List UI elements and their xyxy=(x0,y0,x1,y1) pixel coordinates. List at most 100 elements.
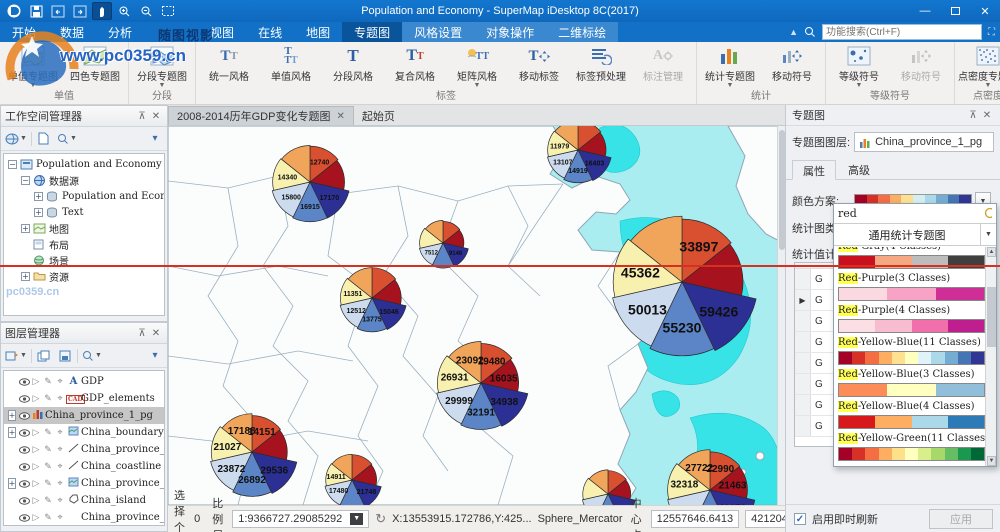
tree-expander-icon[interactable]: + xyxy=(7,477,17,489)
layer-snapable-icon[interactable]: ⌖ xyxy=(57,444,63,455)
scroll-down-icon[interactable]: ▼ xyxy=(987,456,996,466)
scroll-up-icon[interactable]: ▲ xyxy=(987,247,996,257)
layer-tree[interactable]: ▷ ✎ ⌖ A GDP ▷ ✎ ⌖ CAD GDP_elements + Chi… xyxy=(3,370,165,526)
instant-refresh-checkbox[interactable]: ✓ xyxy=(794,512,806,525)
scheme-item[interactable]: Red-Gray(4 Classes) xyxy=(838,247,985,269)
layer-snapable-icon[interactable]: ⌖ xyxy=(57,512,63,523)
layer-visible-icon[interactable] xyxy=(18,377,30,386)
tab-thematic-map[interactable]: 专题图 xyxy=(342,22,403,42)
ribbon-button-四色专题图[interactable]: 四色专题图 xyxy=(64,43,126,90)
ribbon-button-移动符号[interactable]: 移动符号 xyxy=(761,43,823,90)
layer-row[interactable]: ▷ ✎ ⌖ CAD GDP_elements xyxy=(4,390,164,407)
close-tab-icon[interactable]: ✕ xyxy=(336,110,345,122)
layer-row[interactable]: ▷ ✎ ⌖ A GDP xyxy=(4,373,164,390)
context-tab-二维标绘[interactable]: 二维标绘 xyxy=(546,22,619,42)
tree-expander-icon[interactable]: + xyxy=(21,271,30,281)
row-selector[interactable] xyxy=(795,416,811,436)
map-vertical-scrollbar[interactable] xyxy=(777,126,785,505)
add-layer-icon[interactable]: ▼ xyxy=(4,347,28,365)
ribbon-button-分段风格[interactable]: T 分段风格 xyxy=(333,46,373,83)
workspace-tree-item[interactable]: + Population and Economy xyxy=(4,188,164,204)
ribbon-button-等级符号[interactable]: 等级符号 ▼ xyxy=(828,43,890,90)
panel-options-icon[interactable]: ▾ xyxy=(152,350,158,361)
workspace-tree-item[interactable]: 场景 xyxy=(4,252,164,268)
layer-selectable-icon[interactable]: ▷ xyxy=(32,512,40,523)
layer-editable-icon[interactable]: ✎ xyxy=(44,444,52,455)
layer-row[interactable]: ▷ ✎ ⌖ China_province_ln xyxy=(4,441,164,458)
pin-icon[interactable]: ⊼ xyxy=(138,110,146,122)
workspace-tree-item[interactable]: − 数据源 xyxy=(4,172,164,188)
ribbon-button-移动标签[interactable]: T 移动标签 xyxy=(508,43,570,90)
map-tab-2008-2014历年GDP变化专题图[interactable]: 2008-2014历年GDP变化专题图 ✕ xyxy=(168,106,354,125)
minimize-button[interactable]: — xyxy=(919,5,931,17)
scheme-category-select[interactable]: 通用统计专题图 xyxy=(834,224,981,245)
ribbon-button-标签预处理[interactable]: 标签预处理 xyxy=(570,43,632,90)
layer-visible-icon[interactable] xyxy=(18,479,30,488)
search-icon[interactable]: ▼ xyxy=(56,130,78,148)
layer-editable-icon[interactable]: ✎ xyxy=(44,427,52,438)
workspace-tree[interactable]: − Population and Economy − 数据源 + Populat… xyxy=(3,153,165,316)
scheme-list[interactable]: Red-Gray(4 Classes) Red-Purple(3 Classes… xyxy=(834,247,985,466)
dropdown-scrollbar[interactable]: ▲ ▼ xyxy=(985,247,996,466)
workspace-icon[interactable]: ▼ xyxy=(4,130,28,148)
layer-row[interactable]: + ▷ ✎ ⌖ China_province_1_pg xyxy=(4,475,164,492)
scheme-item[interactable]: Red-Purple(3 Classes) xyxy=(838,273,985,301)
layer-visible-icon[interactable] xyxy=(18,462,30,471)
layer-row[interactable]: ▷ ✎ ⌖ China_province_1_pg xyxy=(4,509,164,525)
layer-visible-icon[interactable] xyxy=(18,411,30,420)
row-selector[interactable] xyxy=(795,311,811,331)
pin-icon[interactable]: ⊼ xyxy=(138,327,146,339)
zoom-rect-icon[interactable] xyxy=(158,2,178,20)
tab-分析[interactable]: 分析 xyxy=(108,25,133,40)
scheme-search-input[interactable] xyxy=(838,207,984,220)
layer-visible-icon[interactable] xyxy=(18,445,30,454)
layer-selectable-icon[interactable]: ▷ xyxy=(32,393,40,404)
theme-layer-value-box[interactable]: China_province_1_pg xyxy=(854,132,994,152)
layer-row[interactable]: ▷ ✎ ⌖ China_island xyxy=(4,492,164,509)
layer-visible-icon[interactable] xyxy=(18,428,30,437)
row-selector[interactable] xyxy=(795,269,811,289)
search-icon[interactable]: ▼ xyxy=(81,347,103,365)
collapse-ribbon-icon[interactable]: ▲ xyxy=(789,27,798,37)
workspace-tree-item[interactable]: + 地图 xyxy=(4,220,164,236)
tree-expander-icon[interactable]: + xyxy=(7,426,17,438)
new-file-icon[interactable] xyxy=(35,130,53,148)
row-selector[interactable] xyxy=(795,332,811,352)
layer-editable-icon[interactable]: ✎ xyxy=(44,461,52,472)
scheme-item[interactable]: Red-Purple(4 Classes) xyxy=(838,305,985,333)
row-selector[interactable]: ▶ xyxy=(795,290,811,310)
layer-selectable-icon[interactable]: ▷ xyxy=(32,376,40,387)
zoom-in-icon[interactable] xyxy=(114,2,134,20)
layer-row[interactable]: + China_province_1_pg xyxy=(4,407,164,424)
layer-editable-icon[interactable]: ✎ xyxy=(44,478,52,489)
function-search-input[interactable] xyxy=(822,24,982,40)
panel-options-icon[interactable]: ▾ xyxy=(152,133,158,144)
layer-snapable-icon[interactable]: ⌖ xyxy=(57,495,63,506)
fullscreen-icon[interactable]: ⛶ xyxy=(988,26,995,38)
ribbon-button-分段专题图[interactable]: 分段专题图 ▼ xyxy=(131,43,193,90)
apply-button[interactable]: 应用 xyxy=(929,508,993,529)
layer-visible-icon[interactable] xyxy=(18,513,30,522)
layer-selectable-icon[interactable]: ▷ xyxy=(32,444,40,455)
close-button[interactable]: ✕ xyxy=(980,5,990,18)
layer-snapable-icon[interactable]: ⌖ xyxy=(57,393,63,404)
close-icon[interactable]: ✕ xyxy=(151,327,161,339)
layer-visible-icon[interactable] xyxy=(18,394,30,403)
tree-expander-icon[interactable]: + xyxy=(34,191,43,201)
row-selector[interactable] xyxy=(795,353,811,373)
layer-snapable-icon[interactable]: ⌖ xyxy=(57,427,63,438)
map-tab-起始页[interactable]: 起始页 xyxy=(354,106,403,125)
layer-editable-icon[interactable]: ✎ xyxy=(44,512,52,523)
context-tab-对象操作[interactable]: 对象操作 xyxy=(474,22,547,42)
scheme-item[interactable]: Red-Yellow-Blue(3 Classes) xyxy=(838,369,985,397)
tree-expander-icon[interactable]: − xyxy=(8,159,17,169)
context-tab-风格设置[interactable]: 风格设置 xyxy=(402,22,475,42)
theme-tab-属性[interactable]: 属性 xyxy=(792,160,836,180)
save-layer-icon[interactable] xyxy=(56,347,74,365)
tab-地图[interactable]: 地图 xyxy=(306,25,331,40)
center-x-field[interactable]: 12557646.6413 xyxy=(650,510,740,528)
obscured-tab[interactable] xyxy=(144,22,198,42)
redo-icon[interactable] xyxy=(70,2,90,20)
tab-数据[interactable]: 数据 xyxy=(60,25,85,40)
